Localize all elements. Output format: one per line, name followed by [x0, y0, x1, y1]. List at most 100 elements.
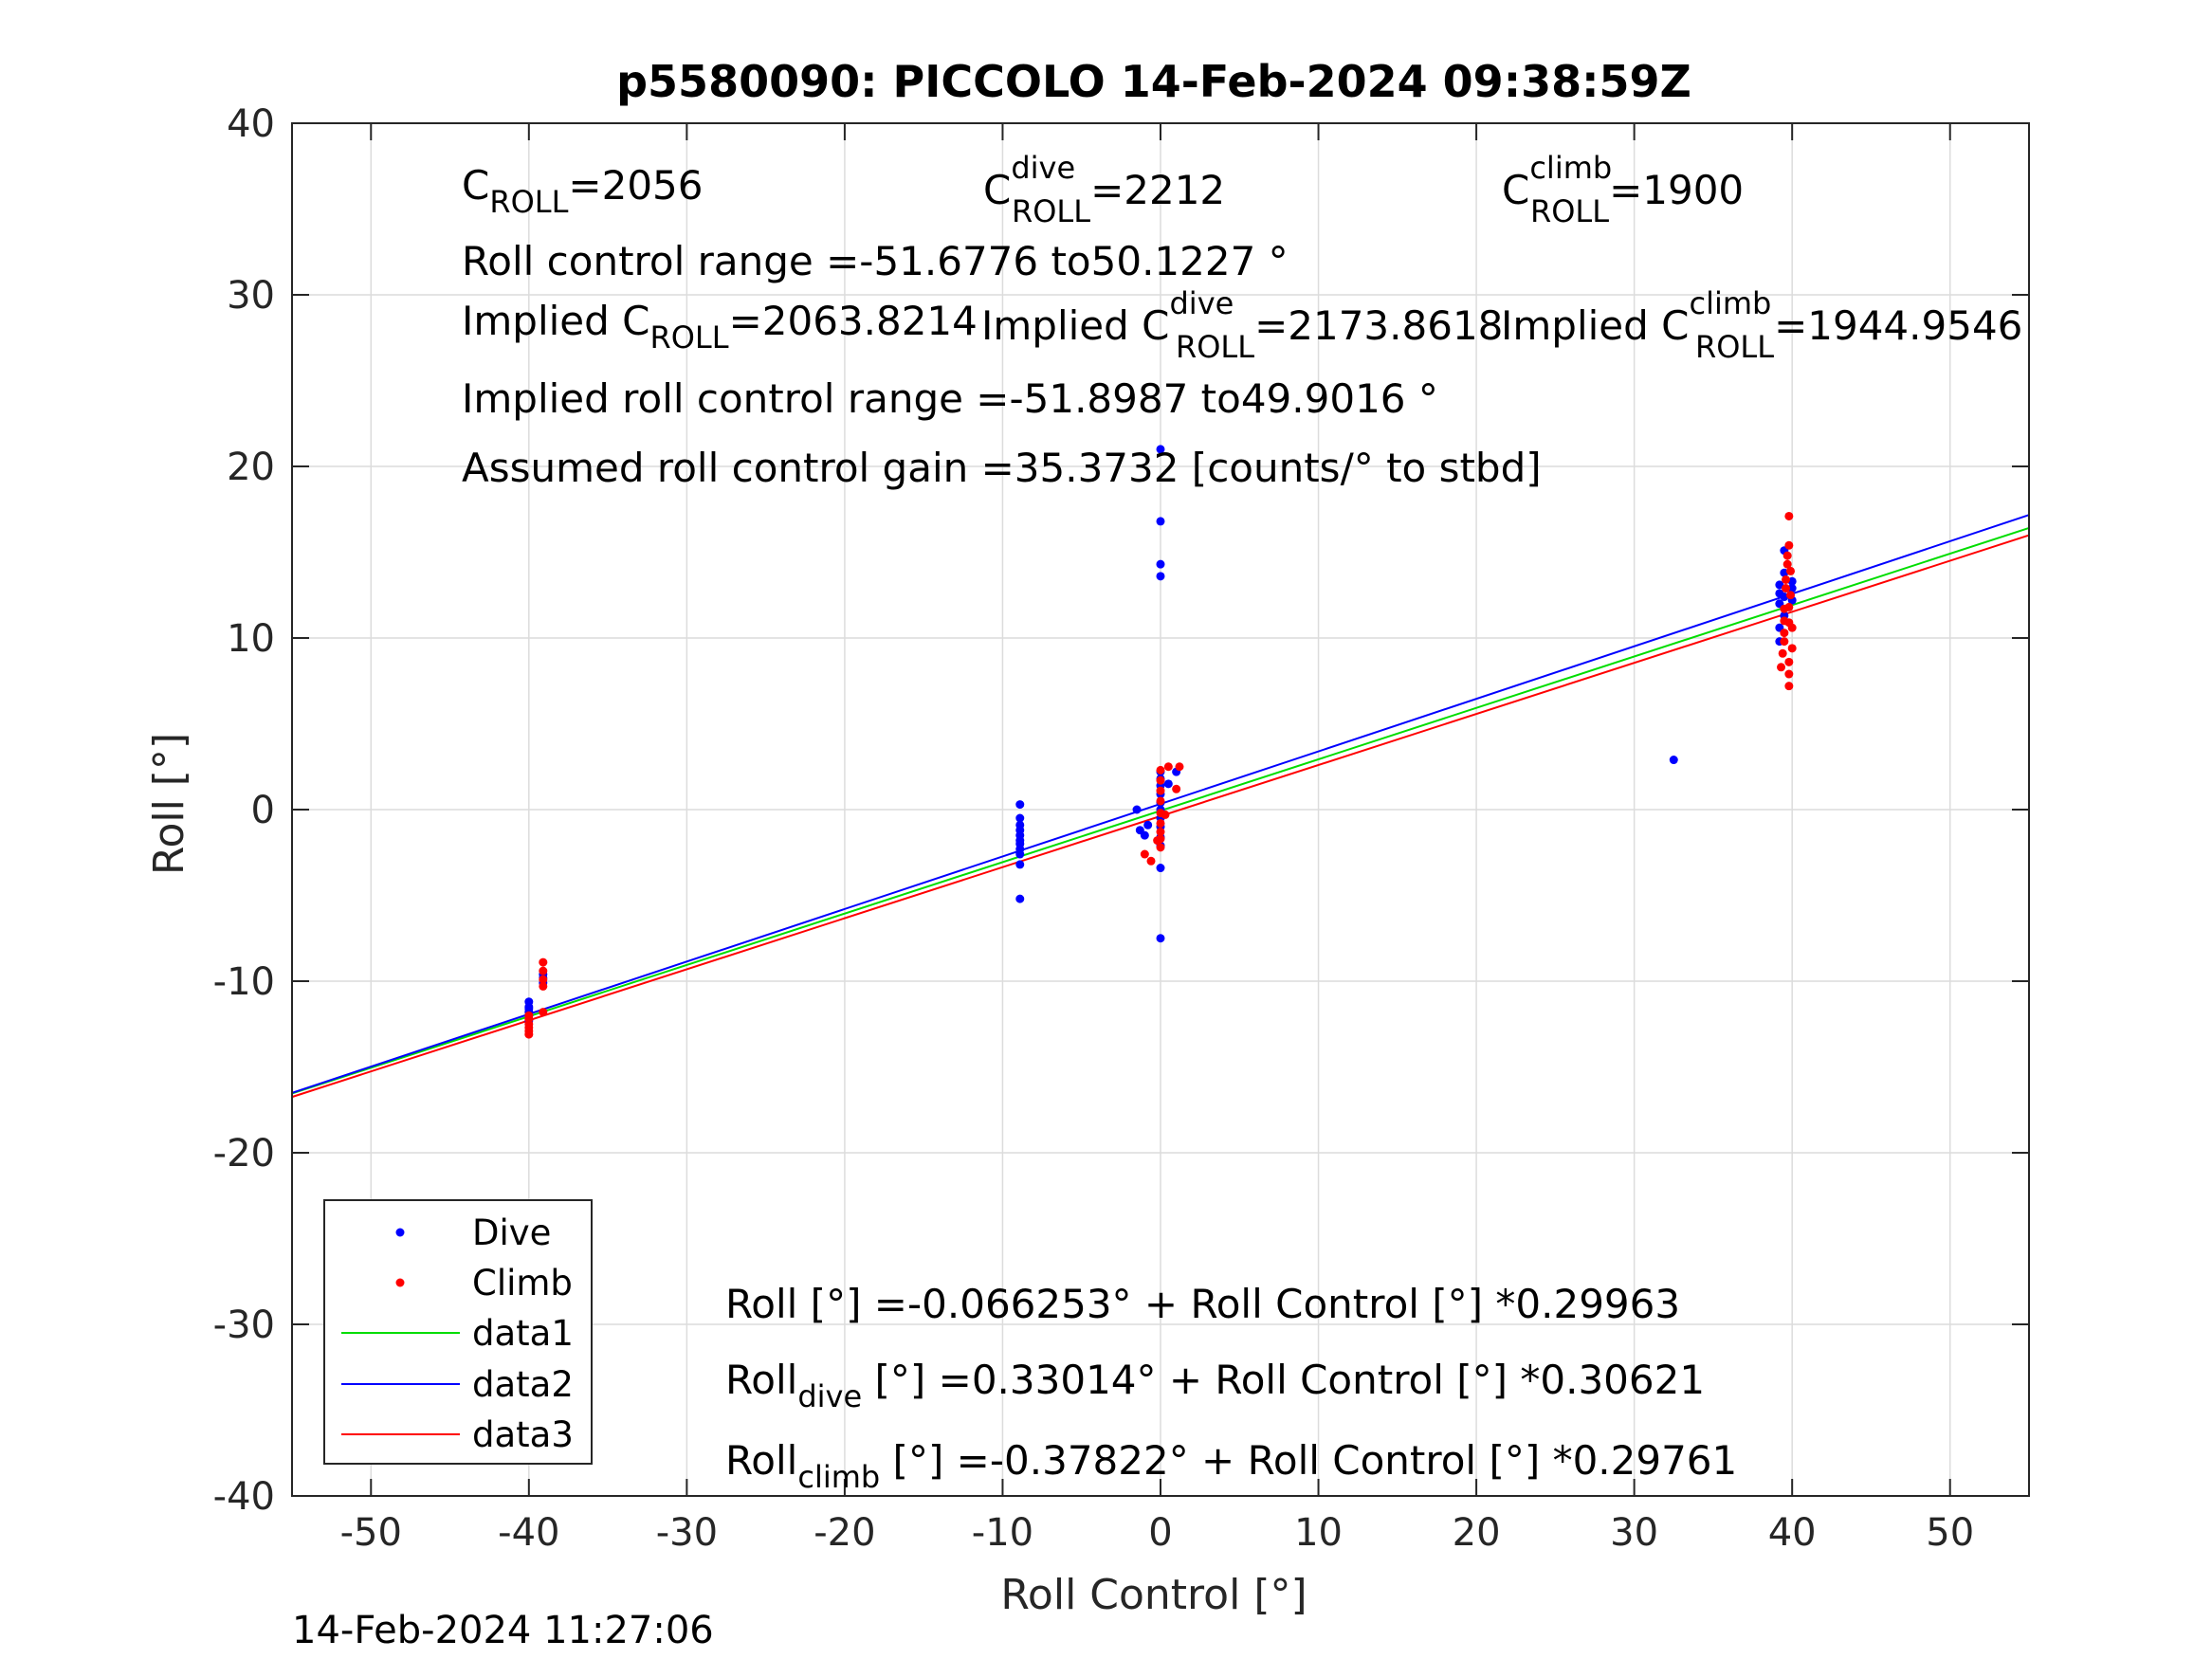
data-point-climb — [1146, 856, 1156, 866]
data-point-climb — [524, 1011, 534, 1020]
data-point-dive — [1015, 894, 1025, 903]
x-tick-label: 20 — [1453, 1511, 1501, 1555]
x-tick-label: 40 — [1768, 1511, 1817, 1555]
y-tick-label: 30 — [227, 274, 275, 318]
data-point-dive — [1156, 934, 1165, 943]
data-point-dive — [1015, 849, 1025, 859]
data-point-climb — [1156, 765, 1165, 775]
data-point-dive — [1140, 830, 1149, 840]
c-roll-annotation: CROLL=2056 — [462, 162, 703, 220]
data-point-dive — [1015, 813, 1025, 823]
data-point-climb — [1782, 584, 1791, 593]
data-point-climb — [539, 975, 548, 984]
y-tick-label: -10 — [213, 960, 275, 1004]
roll-control-range-annotation: Roll control range =-51.6776 to50.1227 ° — [462, 238, 1289, 284]
data-point-climb — [1780, 637, 1789, 647]
data-point-climb — [524, 1030, 534, 1039]
data-point-climb — [1156, 796, 1165, 806]
y-tick-label: 10 — [227, 617, 275, 661]
c-roll-climb-annotation: Cclimb ROLL=1900 — [1502, 150, 1744, 229]
data-point-climb — [1156, 786, 1165, 795]
data-point-climb — [539, 1008, 548, 1017]
data-points — [524, 445, 1797, 1039]
data-point-climb — [1784, 602, 1794, 611]
data-point-climb — [1172, 784, 1181, 793]
data-point-dive — [1143, 820, 1153, 830]
data-point-climb — [539, 981, 548, 991]
data-point-dive — [1787, 584, 1797, 593]
data-point-climb — [1787, 644, 1797, 653]
data-point-climb — [1156, 834, 1165, 844]
legend-label-climb: Climb — [472, 1263, 573, 1304]
data-point-climb — [1784, 657, 1794, 666]
chart-title: p5580090: PICCOLO 14-Feb-2024 09:38:59Z — [616, 56, 1691, 107]
implied-roll-control-range-annotation: Implied roll control range =-51.8987 to4… — [462, 375, 1438, 422]
data-point-dive — [1163, 779, 1173, 789]
data-point-climb — [1786, 566, 1796, 575]
footer-timestamp: 14-Feb-2024 11:27:06 — [292, 1609, 714, 1652]
data-point-climb — [539, 957, 548, 967]
data-point-climb — [1782, 574, 1791, 584]
data-point-dive — [1156, 445, 1165, 454]
legend: Dive Climb data1 data2 data3 — [323, 1199, 593, 1465]
data-point-dive — [1132, 805, 1142, 814]
data-point-climb — [1787, 623, 1797, 632]
data-point-climb — [1784, 682, 1794, 691]
data-point-climb — [1784, 669, 1794, 679]
data-point-dive — [1156, 559, 1165, 569]
data-point-dive — [1015, 800, 1025, 810]
legend-label-dive: Dive — [472, 1212, 551, 1253]
x-tick-label: -30 — [656, 1511, 718, 1555]
y-tick-label: -20 — [213, 1132, 275, 1176]
data-point-climb — [539, 966, 548, 975]
fit-equation-all: Roll [°] =-0.066253° + Roll Control [°] … — [725, 1281, 1680, 1327]
x-tick-label: -40 — [498, 1511, 559, 1555]
data-point-dive — [524, 1004, 534, 1013]
y-tick-label: 20 — [227, 446, 275, 489]
data-point-climb — [1156, 818, 1165, 828]
roll-control-gain-annotation: Assumed roll control gain =35.3732 [coun… — [462, 445, 1542, 491]
c-roll-dive-annotation: Cdive ROLL=2212 — [983, 150, 1225, 229]
data-point-dive — [1156, 517, 1165, 526]
implied-c-roll-annotation: Implied CROLL=2063.8214 — [462, 298, 978, 356]
axis-ticks: -50 -40 -30 -20 -10 0 10 20 30 40 50 -40 -30 -20 -10 0 1… — [213, 102, 2029, 1555]
x-tick-label: 50 — [1926, 1511, 1974, 1555]
data-point-climb — [1156, 775, 1165, 785]
data-point-climb — [1156, 843, 1165, 852]
data-point-climb — [1778, 648, 1787, 658]
data-point-climb — [1140, 849, 1149, 859]
data-point-climb — [1784, 511, 1794, 520]
x-tick-label: 10 — [1294, 1511, 1343, 1555]
data-point-dive — [1669, 756, 1678, 765]
legend-label-data3: data3 — [472, 1414, 574, 1455]
data-point-climb — [1156, 828, 1165, 837]
legend-label-data2: data2 — [472, 1364, 574, 1405]
data-point-climb — [1175, 762, 1184, 772]
data-point-dive — [1775, 580, 1784, 590]
y-tick-label: -40 — [213, 1475, 275, 1519]
x-tick-label: -50 — [340, 1511, 402, 1555]
data-point-climb — [1163, 762, 1173, 772]
x-tick-label: -10 — [972, 1511, 1033, 1555]
legend-marker-dive — [395, 1228, 405, 1237]
data-point-climb — [1786, 591, 1796, 600]
implied-c-roll-climb-annotation: Implied Cclimb ROLL=1944.9546 — [1501, 285, 2022, 365]
legend-label-data1: data1 — [472, 1313, 574, 1354]
y-axis-label: Roll [°] — [145, 733, 193, 875]
data-point-dive — [1156, 864, 1165, 873]
implied-c-roll-dive-annotation: Implied Cdive ROLL=2173.8618 — [981, 285, 1503, 365]
y-tick-label: -30 — [213, 1304, 275, 1347]
x-tick-label: 30 — [1610, 1511, 1658, 1555]
data-point-climb — [1777, 663, 1786, 672]
data-point-climb — [1784, 540, 1794, 550]
x-tick-label: 0 — [1148, 1511, 1172, 1555]
x-tick-label: -20 — [814, 1511, 875, 1555]
data-point-climb — [1161, 810, 1170, 819]
fit-equation-climb: Rollclimb [°] =-0.37822° + Roll Control … — [725, 1437, 1737, 1495]
fit-equation-dive: Rolldive [°] =0.33014° + Roll Control [°… — [725, 1357, 1705, 1414]
legend-marker-climb — [395, 1278, 405, 1287]
data-point-dive — [1156, 572, 1165, 581]
y-tick-label: 40 — [227, 102, 275, 146]
y-tick-label: 0 — [251, 789, 275, 832]
